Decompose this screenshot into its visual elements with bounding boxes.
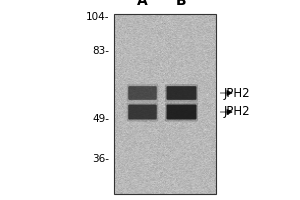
- FancyBboxPatch shape: [165, 84, 198, 102]
- FancyBboxPatch shape: [127, 84, 158, 102]
- FancyBboxPatch shape: [167, 86, 197, 100]
- FancyBboxPatch shape: [127, 103, 158, 122]
- Text: JPH2: JPH2: [224, 106, 250, 118]
- Text: JPH2: JPH2: [224, 86, 250, 99]
- Text: 83-: 83-: [92, 46, 110, 56]
- FancyBboxPatch shape: [167, 104, 197, 119]
- Text: 49-: 49-: [92, 114, 110, 124]
- FancyBboxPatch shape: [165, 103, 198, 122]
- Bar: [114, 14, 216, 194]
- Text: 36-: 36-: [92, 154, 110, 164]
- Text: A: A: [137, 0, 148, 8]
- FancyBboxPatch shape: [128, 86, 157, 100]
- Text: 104-: 104-: [86, 12, 110, 22]
- FancyBboxPatch shape: [128, 104, 157, 119]
- Text: B: B: [176, 0, 187, 8]
